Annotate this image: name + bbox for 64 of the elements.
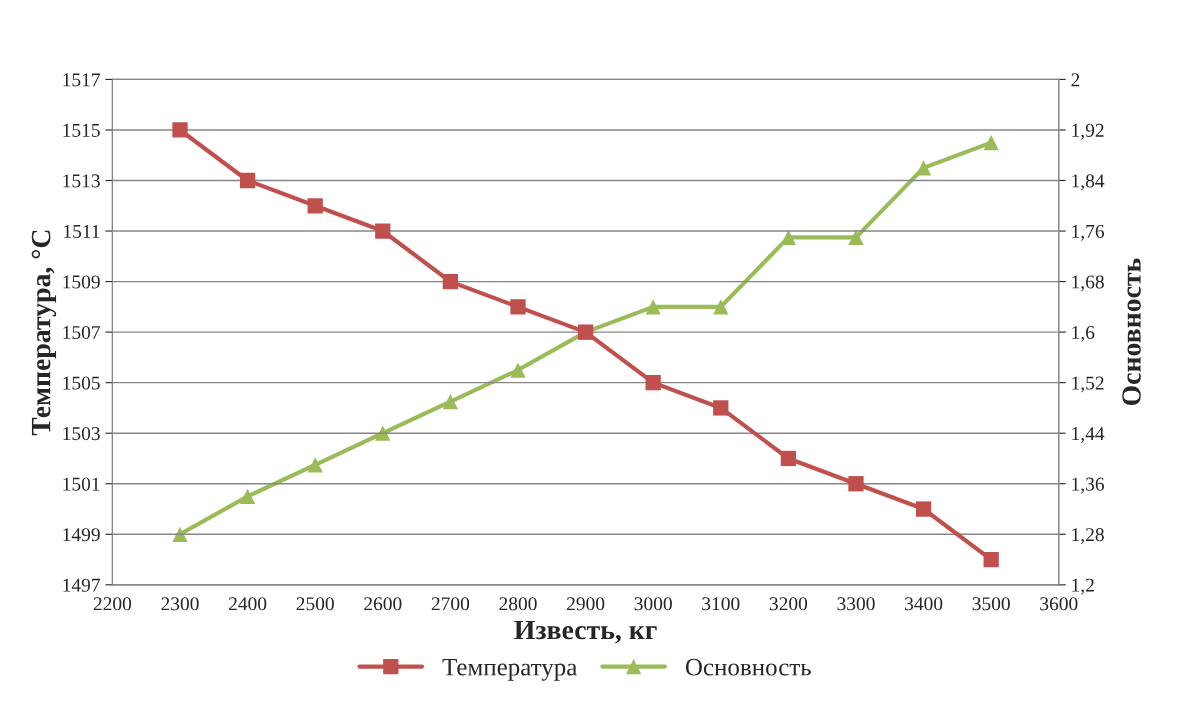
y2-tick-label: 1,52: [1072, 376, 1104, 393]
legend-label: Температура: [442, 658, 578, 681]
point: [307, 198, 323, 214]
x-tick-label: 2500: [296, 597, 334, 611]
y-tick-label: 1497: [63, 578, 101, 592]
y-tick-label: 1517: [63, 73, 101, 87]
point: [239, 172, 256, 189]
point: [645, 375, 661, 391]
x-tick-label: 3600: [1040, 597, 1078, 611]
y2-axis-title: Основность: [1122, 258, 1141, 406]
x-tick-label: 3300: [837, 597, 875, 611]
point: [239, 488, 256, 505]
point: [307, 457, 323, 473]
point: [780, 450, 797, 467]
point: [713, 299, 729, 315]
point: [172, 122, 188, 138]
point: [848, 229, 864, 245]
point: [375, 223, 391, 239]
x-axis-title: Известь, кг: [514, 620, 657, 644]
x-tick-label: 2400: [228, 597, 267, 611]
y2-tick-label: 1,76: [1072, 224, 1105, 241]
point: [510, 362, 526, 378]
point: [645, 299, 661, 315]
y2-tick-label: 1,92: [1072, 123, 1104, 140]
legend-label: Основность: [685, 658, 811, 676]
y2-tick-label: 1,6: [1072, 325, 1095, 342]
y-tick-label: 1499: [63, 528, 100, 542]
x-tick-label: 3000: [634, 597, 672, 611]
x-tick-label: 3100: [702, 597, 740, 611]
y-tick-label: 1505: [63, 376, 100, 390]
x-tick-label: 2800: [499, 597, 537, 611]
y2-tick-label: 1,28: [1072, 528, 1104, 545]
y-axis-title: Температура, °C: [31, 230, 57, 436]
y-tick-label: 1507: [63, 325, 101, 340]
y2-tick-label: 1,36: [1072, 477, 1105, 494]
x-tick-label: 3400: [905, 597, 943, 611]
point: [713, 400, 729, 416]
point: [915, 501, 932, 517]
point: [780, 229, 797, 245]
x-tick-label: 3200: [769, 597, 808, 611]
point: [375, 425, 391, 441]
point: [510, 299, 526, 315]
point: [442, 273, 459, 290]
y-tick-label: 1513: [63, 174, 100, 188]
x-tick-label: 2600: [364, 597, 402, 611]
y-tick-label: 1501: [63, 477, 100, 491]
y-tick-label: 1503: [63, 427, 100, 441]
x-tick-label: 3500: [972, 597, 1010, 611]
y2-tick-label: 2: [1071, 73, 1080, 87]
x-tick-label: 2700: [431, 597, 470, 611]
y-tick-label: 1511: [64, 224, 100, 238]
point: [848, 476, 864, 492]
y2-tick-label: 1,68: [1072, 275, 1104, 292]
x-tick-label: 2300: [161, 597, 199, 611]
y2-tick-label: 1,84: [1072, 174, 1105, 191]
y-tick-label: 1515: [63, 123, 100, 137]
x-tick-label: 2200: [93, 597, 132, 611]
point: [983, 134, 999, 151]
y2-tick-label: 1,2: [1072, 578, 1094, 595]
x-tick-label: 2900: [566, 597, 605, 611]
point: [442, 393, 459, 410]
y-tick-label: 1509: [63, 275, 100, 289]
point: [983, 551, 999, 568]
y2-tick-label: 1,44: [1072, 427, 1105, 443]
